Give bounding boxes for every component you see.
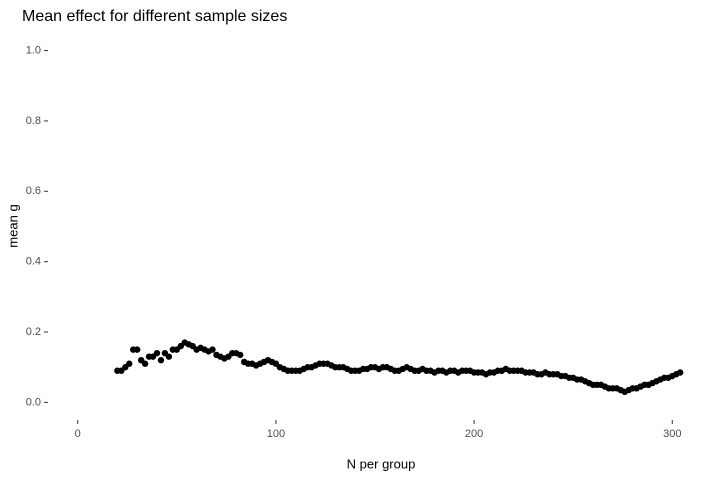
- point: [153, 349, 161, 357]
- x-axis-title: N per group: [347, 456, 416, 471]
- point: [209, 346, 216, 353]
- y-tick-label: 1.0: [26, 44, 41, 56]
- point: [133, 346, 141, 353]
- point: [126, 360, 133, 367]
- y-tick-label: 0.4: [26, 256, 41, 268]
- x-tick-label: 200: [465, 428, 483, 440]
- y-axis-title: mean g: [5, 204, 20, 247]
- x-tick-label: 100: [267, 428, 285, 440]
- x-tick-label: 300: [663, 428, 681, 440]
- chart-title: Mean effect for different sample sizes: [22, 8, 287, 25]
- point: [237, 351, 244, 359]
- y-tick-label: 0.2: [26, 326, 41, 338]
- x-tick-label: 0: [75, 428, 81, 440]
- y-tick-label: 0.8: [26, 115, 41, 127]
- point: [157, 356, 165, 364]
- point: [677, 369, 684, 376]
- y-tick-label: 0.6: [26, 185, 41, 197]
- point: [141, 360, 149, 367]
- point: [165, 353, 173, 360]
- y-tick-label: 0.0: [26, 396, 41, 408]
